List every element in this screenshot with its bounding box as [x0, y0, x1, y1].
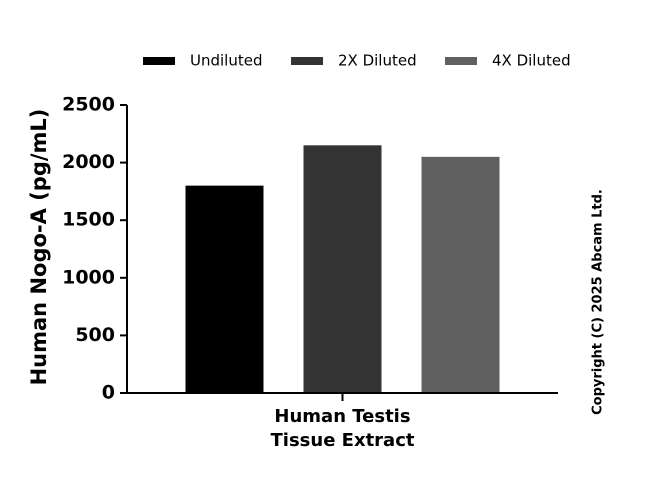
x-category-label: Human Testis Tissue Extract — [271, 406, 415, 451]
legend-label: Undiluted — [190, 52, 262, 70]
y-tick-label: 2000 — [62, 151, 115, 173]
y-tick-label: 0 — [102, 382, 115, 404]
bar-4x-diluted — [421, 156, 500, 393]
bar-2x-diluted — [303, 145, 382, 393]
legend-label: 4X Diluted — [492, 52, 571, 70]
y-tick-label: 1500 — [62, 209, 115, 231]
bar-undiluted — [185, 185, 264, 393]
copyright-text: Copyright (C) 2025 Abcam Ltd. — [591, 189, 606, 415]
y-tick-label: 1000 — [62, 266, 115, 288]
y-axis: 0 500 1000 1500 2000 2500 — [62, 94, 128, 404]
bars-group — [185, 145, 500, 393]
x-axis: Human Testis Tissue Extract — [127, 392, 558, 451]
legend-swatch — [445, 57, 477, 65]
legend-label: 2X Diluted — [338, 52, 417, 70]
y-tick-label: 500 — [75, 324, 115, 346]
legend-swatch — [291, 57, 323, 65]
y-tick-label: 2500 — [62, 94, 115, 116]
y-axis-title: Human Nogo-A (pg/mL) — [27, 109, 51, 386]
legend-swatch — [143, 57, 175, 65]
legend: Undiluted 2X Diluted 4X Diluted — [143, 52, 571, 70]
